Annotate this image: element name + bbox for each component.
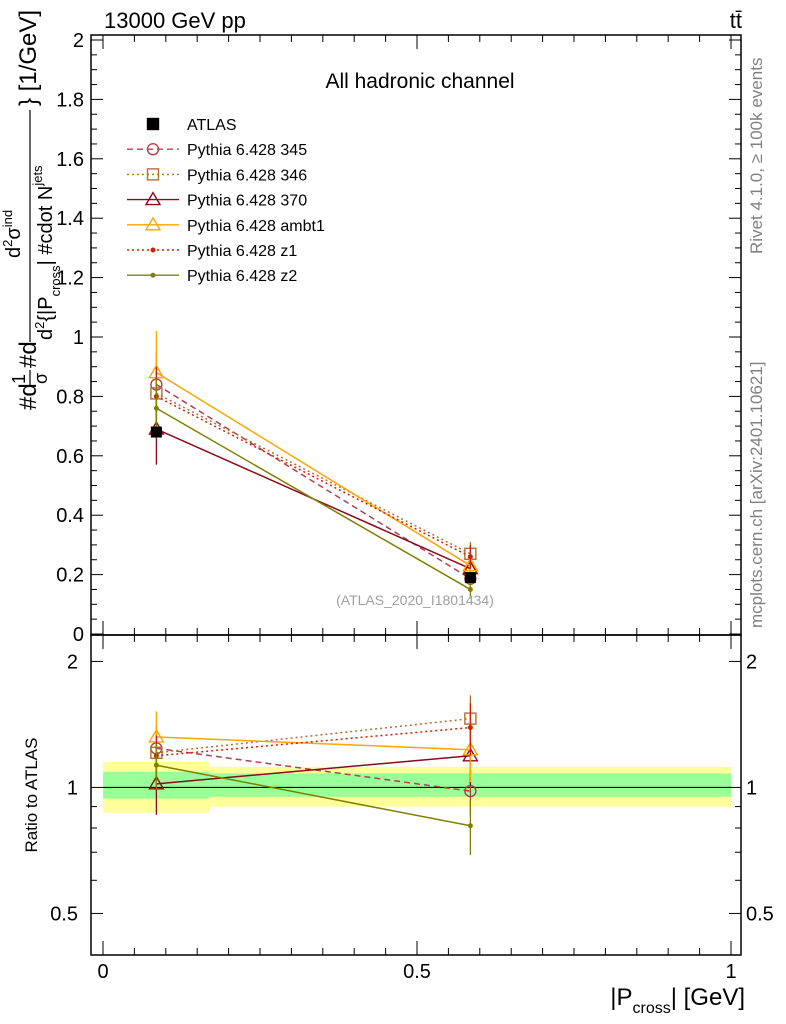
legend-label: ATLAS	[187, 117, 237, 134]
series-line	[155, 383, 471, 580]
analysis-watermark: (ATLAS_2020_I1801434)	[336, 592, 494, 608]
legend-marker	[144, 216, 162, 231]
series-point	[153, 405, 159, 411]
legend-marker	[150, 247, 156, 253]
y-tick-label: 0.4	[56, 505, 84, 527]
main-panel: 0 0.2 0.4 0.6 0.8 1 1.2 1.4 1.6 1.8 2	[56, 30, 741, 646]
svg-text:d2{|Pcross| #cdot Njets: d2{|Pcross| #cdot Njets	[30, 165, 63, 340]
ratio-series-line	[156, 736, 471, 751]
y-axis-label: #d 1 σ #d d2σind d2{|Pcross| #cdot Njets…	[0, 10, 63, 410]
y-tick-label: 1.4	[56, 208, 84, 230]
mcplots-label: mcplots.cern.ch [arXiv:2401.10621]	[747, 362, 766, 628]
legend-label: Pythia 6.428 ambt1	[187, 218, 325, 235]
series-line	[156, 407, 471, 591]
legend: ATLAS Pythia 6.428 345 Pythia 6.428 346 Pyt…	[127, 117, 325, 285]
legend-label: Pythia 6.428 346	[187, 167, 307, 184]
series-point	[462, 557, 479, 572]
series-point	[467, 554, 473, 560]
y-tick-label: 1.6	[56, 149, 84, 171]
series-point	[467, 586, 473, 592]
y-tick-label: 0.6	[56, 446, 84, 468]
y-tick-label: 1.8	[56, 89, 84, 111]
ratio-series-line	[156, 726, 471, 757]
legend-label: Pythia 6.428 z1	[187, 243, 297, 260]
svg-text:} [1/GeV]: } [1/GeV]	[15, 10, 42, 106]
ratio-tick-label: 1	[746, 777, 757, 799]
legend-label: Pythia 6.428 z2	[187, 268, 297, 285]
x-tick-label: 0	[97, 961, 108, 983]
y-tick-label: 1	[73, 327, 84, 349]
svg-text:#d: #d	[15, 383, 42, 410]
series-line	[155, 372, 471, 567]
ratio-tick-label: 2	[746, 651, 757, 673]
ratio-point	[467, 725, 473, 731]
ratio-tick-label: 2	[67, 651, 78, 673]
ratio-point	[153, 762, 159, 768]
ratio-point	[467, 823, 473, 829]
series-line	[156, 392, 471, 555]
y-tick-label: 2	[73, 30, 84, 52]
ratio-tick-label: 0.5	[50, 903, 78, 925]
x-tick-label: 0.5	[403, 961, 431, 983]
legend-label: Pythia 6.428 370	[187, 193, 307, 210]
ratio-series-line	[156, 764, 471, 827]
chart-title: All hadronic channel	[325, 70, 514, 93]
legend-label: Pythia 6.428 345	[187, 142, 307, 159]
x-axis-label: |Pcross| [GeV]	[610, 984, 745, 1017]
ratio-panel: 0 0.5 1 0.5 0.5 1 1 2 2	[50, 635, 774, 983]
legend-marker	[146, 142, 160, 156]
svg-text:d2σind: d2σind	[0, 210, 25, 258]
data-point	[464, 572, 476, 584]
svg-text:#d: #d	[15, 341, 42, 368]
ratio-axis-label: Ratio to ATLAS	[22, 738, 41, 853]
svg-text:1: 1	[9, 374, 29, 384]
ratio-tick-label: 0.5	[746, 903, 774, 925]
process-label: tt̄	[730, 8, 742, 33]
y-tick-label: 0.2	[56, 565, 84, 587]
x-tick-label: 1	[725, 961, 736, 983]
legend-marker	[144, 191, 162, 206]
legend-marker	[146, 168, 160, 181]
rivet-version-label: Rivet 4.1.0, ≥ 100k events	[747, 58, 766, 254]
ratio-series-line	[156, 755, 471, 785]
y-tick-label: 0	[73, 624, 84, 646]
legend-marker	[146, 117, 160, 131]
data-point	[150, 426, 162, 438]
ratio-tick-label: 1	[67, 777, 78, 799]
y-tick-label: 0.8	[56, 386, 84, 408]
svg-text:σ: σ	[31, 373, 51, 384]
ratio-frame	[90, 634, 742, 956]
energy-label: 13000 GeV pp	[104, 8, 246, 33]
series-line	[156, 395, 471, 558]
y-tick-label: 1.2	[56, 268, 84, 290]
ratio-series-line	[156, 747, 471, 792]
legend-marker	[150, 272, 156, 278]
